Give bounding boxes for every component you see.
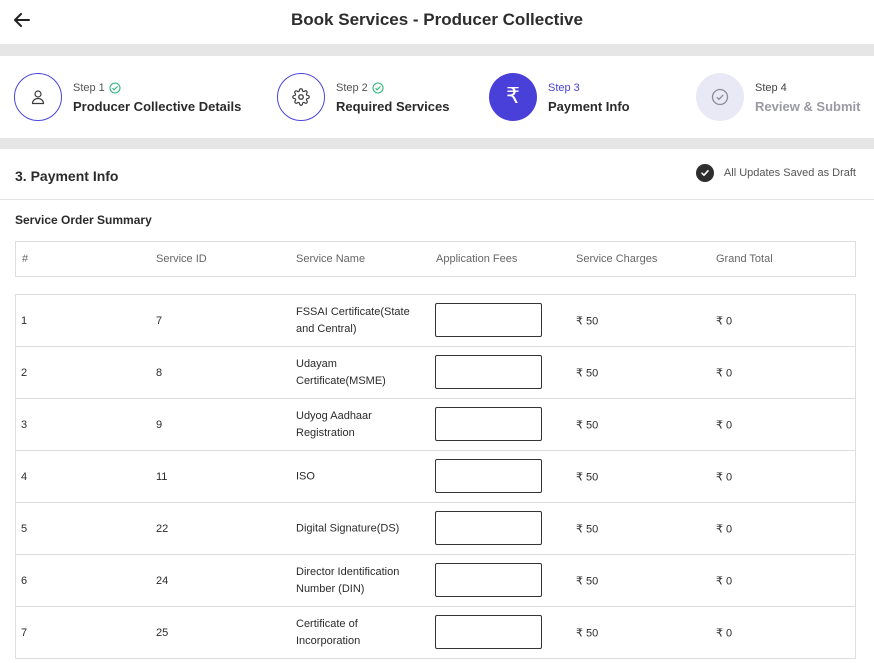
- step-1[interactable]: Step 1 Producer Collective Details: [14, 73, 241, 121]
- row-number: 4: [21, 470, 28, 483]
- service-id: 9: [156, 418, 163, 431]
- row-number: 6: [21, 574, 28, 587]
- grand-total: ₹ 0: [716, 627, 733, 639]
- gear-icon: [292, 88, 310, 106]
- section-header: 3. Payment Info All Updates Saved as Dra…: [0, 149, 874, 200]
- service-id: 11: [156, 470, 168, 483]
- step-3-circle: ₹: [489, 73, 537, 121]
- row-number: 3: [21, 418, 28, 431]
- row-number: 7: [21, 626, 28, 639]
- application-fee-input[interactable]: [435, 563, 542, 597]
- service-id: 7: [156, 314, 163, 327]
- application-fee-input[interactable]: [435, 615, 542, 649]
- grand-total: ₹ 0: [716, 419, 733, 431]
- column-header: Grand Total: [716, 253, 773, 265]
- grand-total: ₹ 0: [716, 315, 733, 327]
- check-circle-icon: [109, 81, 121, 94]
- table-row: 4 11 ISO ₹ 50 ₹ 0: [16, 451, 855, 503]
- step-4-label: Review & Submit: [755, 98, 861, 114]
- application-fee-input[interactable]: [435, 407, 542, 441]
- service-charge: ₹ 50: [576, 315, 599, 327]
- user-icon: [31, 90, 45, 105]
- row-number: 1: [21, 314, 28, 327]
- back-button[interactable]: [10, 8, 34, 32]
- service-charge: ₹ 50: [576, 627, 599, 639]
- service-charge: ₹ 50: [576, 367, 599, 379]
- step-2-number: Step 2: [336, 81, 368, 94]
- draft-status-text: All Updates Saved as Draft: [723, 167, 856, 179]
- row-number: 5: [21, 522, 28, 535]
- table-row: 5 22 Digital Signature(DS) ₹ 50 ₹ 0: [16, 503, 855, 555]
- step-4-circle: [696, 73, 744, 121]
- divider-band: [0, 138, 874, 149]
- service-id: 24: [156, 574, 169, 587]
- service-name: Director Identification Number (DIN): [296, 565, 400, 595]
- service-name: Digital Signature(DS): [296, 522, 400, 534]
- check-circle-icon: [711, 88, 729, 106]
- service-name: ISO: [296, 470, 315, 482]
- table-body: 1 7 FSSAI Certificate(State and Central)…: [15, 294, 856, 659]
- step-4[interactable]: Step 4 Review & Submit: [696, 73, 860, 121]
- service-name: Certificate of Incorporation: [296, 617, 361, 647]
- service-id: 22: [156, 522, 169, 535]
- service-name: FSSAI Certificate(State and Central): [296, 305, 410, 335]
- column-header: #: [22, 253, 29, 265]
- column-header: Service Charges: [576, 253, 658, 265]
- column-header: Service ID: [156, 253, 207, 265]
- back-arrow-icon: [14, 13, 30, 27]
- grand-total: ₹ 0: [716, 471, 733, 483]
- grand-total: ₹ 0: [716, 575, 733, 587]
- table-header: # Service ID Service Name Application Fe…: [15, 241, 856, 277]
- service-name: Udayam Certificate(MSME): [296, 357, 386, 387]
- table-row: 2 8 Udayam Certificate(MSME) ₹ 50 ₹ 0: [16, 347, 855, 399]
- column-header: Service Name: [296, 253, 366, 265]
- divider-band: [0, 44, 874, 56]
- step-1-number: Step 1: [73, 81, 105, 94]
- application-fee-input[interactable]: [435, 459, 542, 493]
- service-id: 8: [156, 366, 163, 379]
- service-charge: ₹ 50: [576, 419, 599, 431]
- step-3[interactable]: ₹ Step 3 Payment Info: [489, 73, 630, 121]
- step-4-number: Step 4: [755, 81, 787, 94]
- service-charge: ₹ 50: [576, 471, 599, 483]
- app-header: Book Services - Producer Collective: [0, 0, 874, 44]
- application-fee-input[interactable]: [435, 355, 542, 389]
- step-2-circle: [277, 73, 325, 121]
- step-3-label: Payment Info: [548, 98, 630, 114]
- section-title: 3. Payment Info: [15, 168, 119, 184]
- table-row: 3 9 Udyog Aadhaar Registration ₹ 50 ₹ 0: [16, 399, 855, 451]
- table-row: 7 25 Certificate of Incorporation ₹ 50 ₹…: [16, 607, 855, 659]
- table-row: 6 24 Director Identification Number (DIN…: [16, 555, 855, 607]
- service-name: Udyog Aadhaar Registration: [296, 409, 372, 439]
- row-number: 2: [21, 366, 28, 379]
- summary-title: Service Order Summary: [15, 213, 152, 227]
- grand-total: ₹ 0: [716, 523, 733, 535]
- stepper: Step 1 Producer Collective Details Step …: [0, 56, 874, 138]
- saved-check-icon: [695, 164, 714, 182]
- service-charge: ₹ 50: [576, 523, 599, 535]
- draft-status: All Updates Saved as Draft: [695, 164, 856, 182]
- service-id: 25: [156, 626, 169, 639]
- step-1-label: Producer Collective Details: [73, 98, 242, 114]
- column-header: Application Fees: [436, 253, 518, 265]
- grand-total: ₹ 0: [716, 367, 733, 379]
- application-fee-input[interactable]: [435, 303, 542, 337]
- application-fee-input[interactable]: [435, 511, 542, 545]
- rupee-icon: ₹: [506, 84, 520, 109]
- table-row: 1 7 FSSAI Certificate(State and Central)…: [16, 295, 855, 347]
- step-3-number: Step 3: [548, 81, 580, 94]
- service-charge: ₹ 50: [576, 575, 599, 587]
- check-circle-icon: [372, 81, 384, 94]
- step-2-label: Required Services: [336, 98, 450, 114]
- page-title: Book Services - Producer Collective: [291, 10, 583, 29]
- step-2[interactable]: Step 2 Required Services: [277, 73, 449, 121]
- step-1-circle: [14, 73, 62, 121]
